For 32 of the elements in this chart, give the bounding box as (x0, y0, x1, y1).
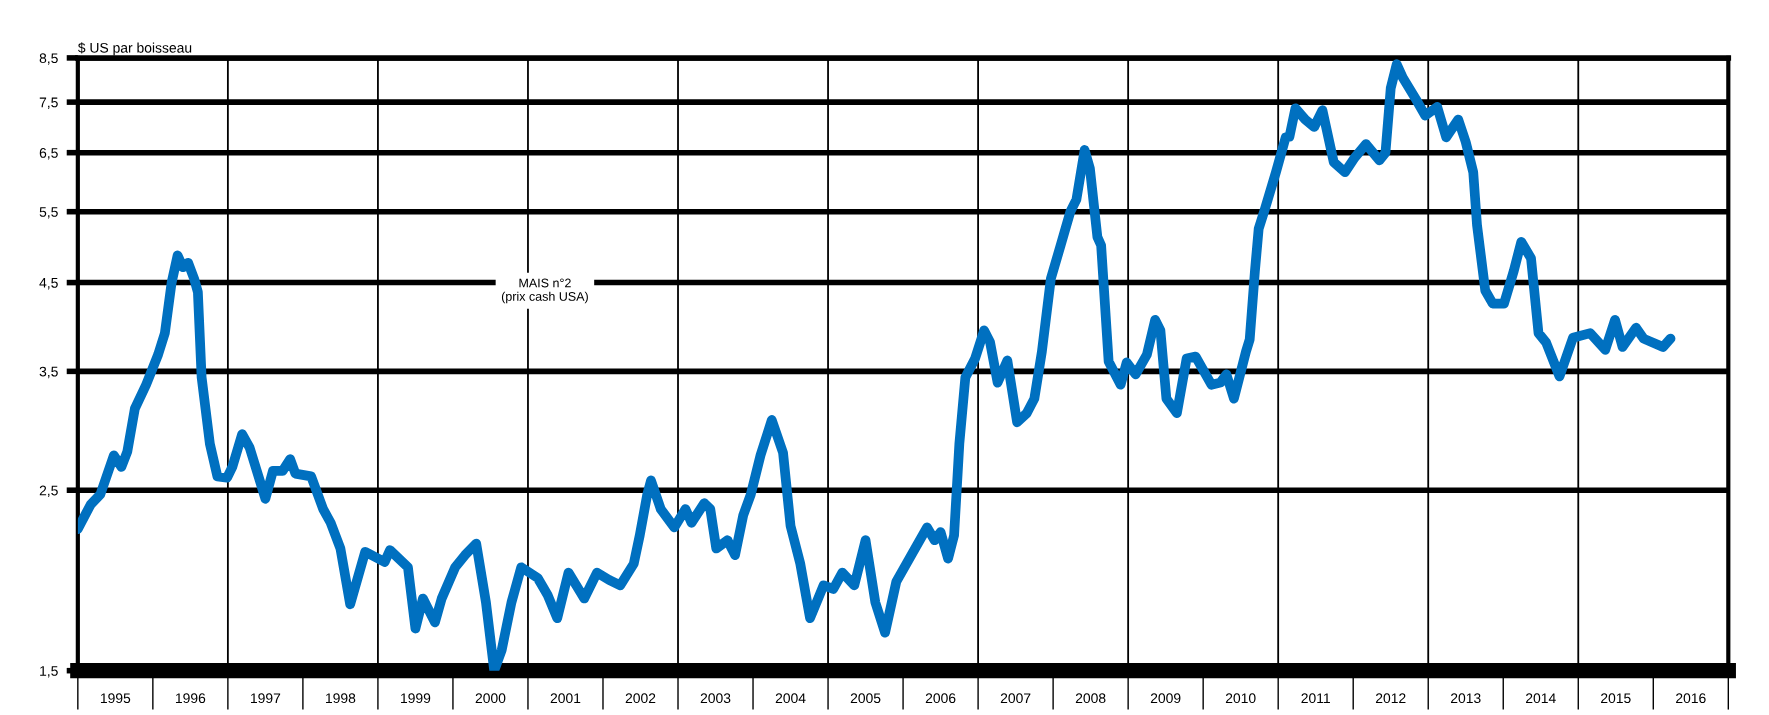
y-tick-label: 7,5 (39, 97, 58, 109)
x-tick-label: 1998 (326, 693, 356, 704)
x-tick-label: 2013 (1450, 693, 1481, 704)
x-tick-label: 2011 (1301, 693, 1330, 704)
x-tick-label: 1996 (175, 693, 206, 704)
x-tick-label: 2016 (1676, 693, 1706, 704)
x-tick-label: 2002 (625, 693, 656, 704)
x-tick-label: 2015 (1601, 693, 1631, 704)
x-tick-label: 2012 (1375, 693, 1406, 704)
x-tick-label: 2006 (925, 693, 956, 704)
x-tick-label: 1999 (401, 693, 431, 704)
y-tick-label: 3,5 (39, 366, 58, 379)
x-tick-label: 2003 (700, 693, 731, 704)
x-tick-label: 2007 (1000, 693, 1031, 704)
y-tick-label: 1,5 (40, 666, 58, 678)
x-tick-label: 2005 (850, 693, 881, 704)
y-tick-label: 4,5 (39, 278, 58, 290)
x-tick-label: 2014 (1526, 693, 1556, 704)
x-tick-label: 2008 (1075, 693, 1106, 704)
y-tick-label: 8,5 (39, 53, 58, 65)
x-tick-label: 2001 (550, 693, 581, 704)
y-tick-label: 6,5 (39, 148, 58, 160)
x-tick-label: 1995 (100, 693, 131, 704)
x-tick-label: 2000 (475, 693, 506, 704)
x-tick-label: 2009 (1150, 693, 1181, 704)
annotation: MAIS n°2 (prix cash USA) (501, 278, 588, 304)
y-axis-title: $ US par boisseau (77, 42, 192, 56)
x-tick-label: 2004 (775, 693, 806, 704)
y-tick-label: 5,5 (39, 207, 58, 219)
x-tick-label: 1997 (251, 693, 281, 704)
x-tick-label: 2010 (1225, 693, 1256, 704)
y-tick-label: 2,5 (39, 485, 58, 498)
